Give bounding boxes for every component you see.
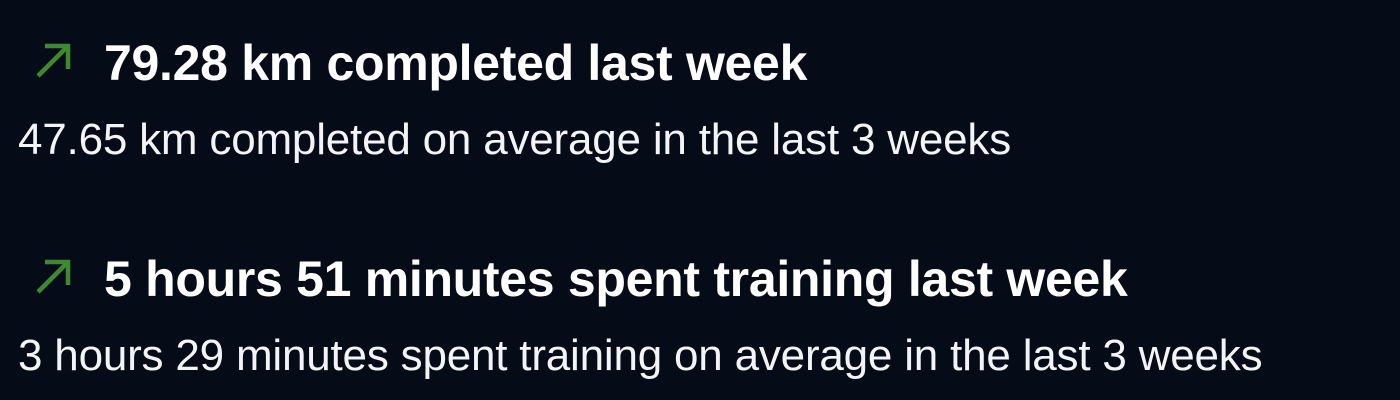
arrow-up-right-icon: [32, 38, 76, 82]
arrow-up-right-icon: [32, 254, 76, 298]
training-time-average-text: 3 hours 29 minutes spent training on ave…: [18, 331, 1263, 380]
distance-average-text: 47.65 km completed on average in the las…: [18, 115, 1012, 164]
training-time-headline: 5 hours 51 minutes spent training last w…: [104, 251, 1128, 307]
distance-headline: 79.28 km completed last week: [104, 35, 808, 91]
